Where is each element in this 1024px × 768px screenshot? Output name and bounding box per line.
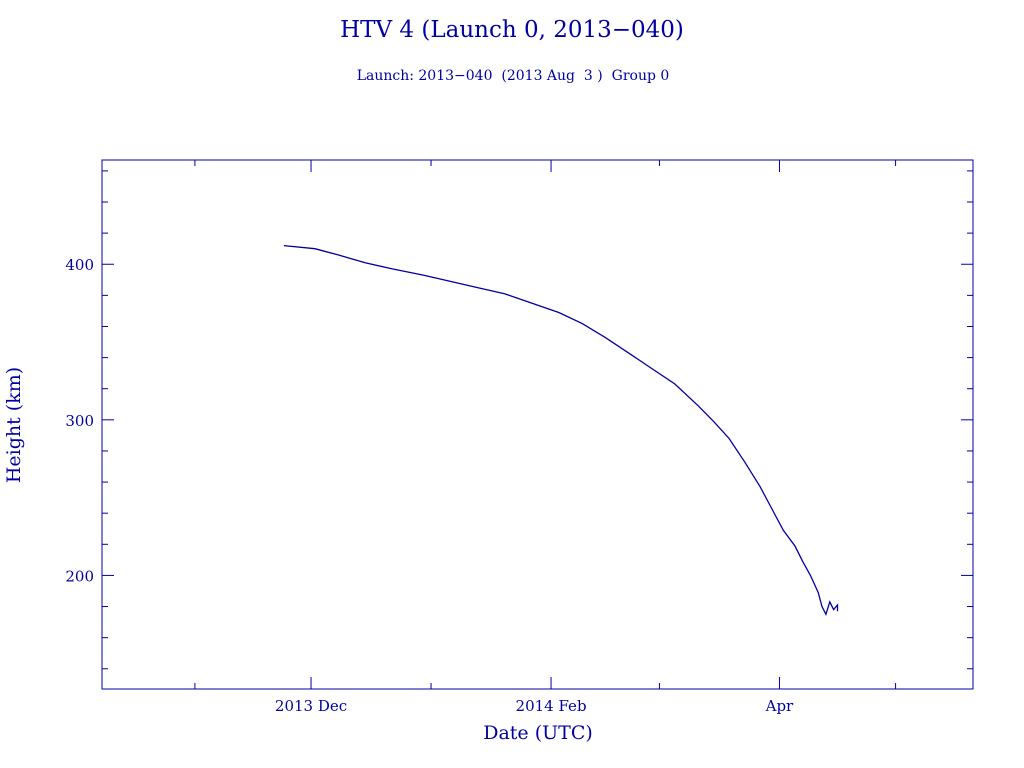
series-line <box>283 244 839 617</box>
x-axis-label: Date (UTC) <box>483 722 593 744</box>
y-axis-label: Height (km) <box>3 367 25 483</box>
x-tick-label: 2013 Dec <box>275 697 347 715</box>
y-tick-label: 300 <box>65 412 94 430</box>
x-tick-label: Apr <box>765 697 794 715</box>
y-tick-label: 400 <box>65 256 94 274</box>
x-tick-label: 2014 Feb <box>516 697 587 715</box>
plot-axes: 200 300 400 2013 Dec 2014 Feb Apr <box>65 159 974 715</box>
plot-frame <box>101 159 974 690</box>
chart-subtitle: Launch: 2013−040 (2013 Aug 3 ) Group 0 <box>357 68 670 84</box>
chart-title: HTV 4 (Launch 0, 2013−040) <box>340 17 684 43</box>
y-tick-label: 200 <box>65 567 94 585</box>
